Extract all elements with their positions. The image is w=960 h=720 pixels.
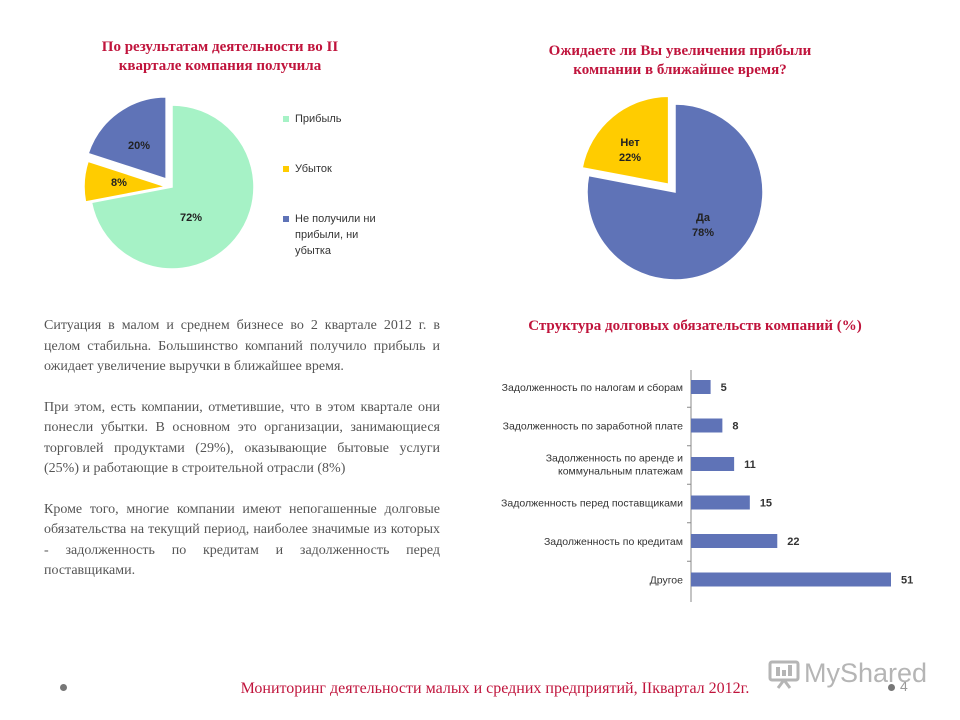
legend-item-profit: Прибыль [283,111,413,127]
chart1-label-loss: 8% [111,177,127,189]
bar-value-3: 15 [760,498,772,510]
page-number: 4 [900,678,908,694]
chart2-title-line1: Ожидаете ли Вы увеличения прибыли [548,43,812,59]
presentation-icon [768,660,800,689]
bar-category-0: Задолженность по налогам и сборам [502,382,683,394]
bar-category-3: Задолженность перед поставщиками [501,498,683,510]
chart2-label-no-value: 22% [619,152,641,164]
bar-category-5: Другое [650,575,684,587]
chart1-legend: Прибыль Убыток Не получили ни прибыли, н… [283,111,413,259]
legend-swatch-none [283,216,289,222]
pie-slice-yes [586,103,764,281]
chart2-pie: Да 78% Нет 22% [581,95,764,281]
chart1-title-line1: По результатам деятельности во II [101,39,339,55]
paragraph-2: При этом, есть компании, отметившие, что… [44,399,440,477]
chart1-label-profit: 72% [180,212,202,224]
bar-0 [691,380,711,394]
legend-item-none: Не получили ни прибыли, ни убытка [283,211,413,259]
bar-value-1: 8 [732,421,738,433]
footer-dot-right [888,684,895,691]
footer-dot-left [60,684,67,691]
chart1-label-none: 20% [128,140,150,152]
bar-2 [691,457,735,471]
legend-label-none-line2: прибыли, ни [295,229,359,241]
legend-label-none-line1: Не получили ни [295,213,376,225]
chart1-title: По результатам деятельности во II кварта… [40,38,400,76]
legend-label-profit: Прибыль [295,113,342,125]
legend-swatch-profit [283,116,289,122]
chart2-title: Ожидаете ли Вы увеличения прибыли компан… [495,42,865,80]
chart3-title: Структура долговых обязательств компаний… [528,318,862,334]
bar-category-4: Задолженность по кредитам [544,536,683,548]
bar-value-2: 11 [744,459,756,471]
bar-value-5: 51 [901,575,913,587]
bar-category-1: Задолженность по заработной плате [503,421,684,433]
pie-slice-profit [90,104,255,270]
bar-value-0: 5 [721,382,727,394]
bar-value-4: 22 [787,536,799,548]
legend-label-loss: Убыток [295,163,332,175]
paragraph-3: Кроме того, многие компании имеют непога… [44,501,440,579]
paragraph-1: Ситуация в малом и среднем бизнесе во 2 … [44,318,440,374]
chart3-bar-chart: 5 Задолженность по налогам и сборам 8 Задол… [501,370,913,602]
bar-5 [691,572,891,587]
bar-4 [691,534,778,548]
text-column: Ситуация в малом и среднем бизнесе во 2 … [44,316,440,582]
chart2-label-yes-name: Да [696,212,711,224]
bar-category-2: Задолженность по аренде и коммунальным пл… [546,453,683,478]
chart2-label-no-name: Нет [620,137,640,149]
chart1-pie: 72% 8% 20% [83,96,255,270]
pie-slice-loss [83,160,167,203]
bar-3 [691,495,750,510]
legend-swatch-loss [283,166,289,172]
watermark: MyShared [768,658,927,689]
footer-text: Мониторинг деятельности малых и средних … [240,680,750,697]
pie-slice-none [87,96,167,180]
chart2-title-line2: компании в ближайшее время? [573,62,787,78]
bar-1 [691,418,723,433]
legend-label-none: Не получили ни прибыли, ни убытка [295,211,376,259]
legend-item-loss: Убыток [283,161,413,177]
legend-label-none-line3: убытка [295,245,332,257]
chart1-title-line2: квартале компания получила [118,58,322,74]
chart2-label-yes-value: 78% [692,227,714,239]
pie-slice-no [581,95,670,186]
watermark-text: MyShared [804,658,928,688]
